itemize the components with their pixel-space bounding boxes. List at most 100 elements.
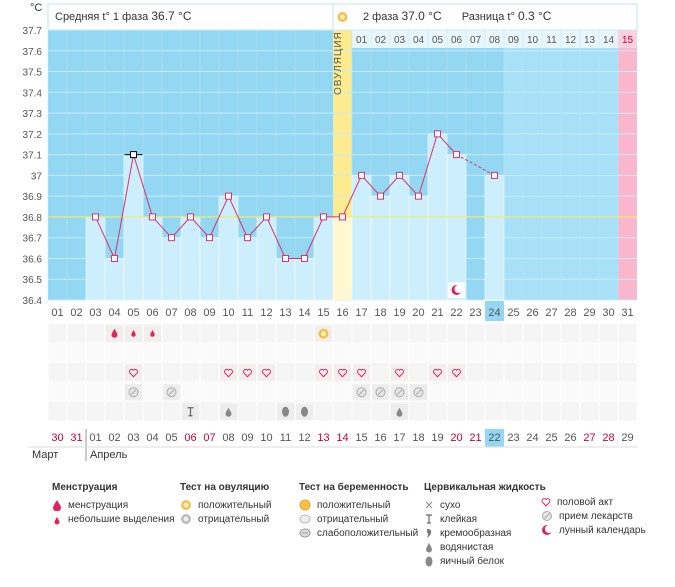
moon-icon — [542, 525, 553, 536]
temperature-point[interactable] — [453, 151, 460, 159]
temperature-point[interactable] — [301, 254, 308, 262]
temperature-point[interactable] — [187, 213, 194, 221]
temperature-bar — [142, 216, 163, 301]
calendar-date-label: 10 — [260, 432, 272, 444]
temperature-point[interactable] — [130, 151, 137, 159]
pill-line — [377, 389, 384, 396]
cycle-day-label: 20 — [412, 307, 424, 319]
legend-pregnancy-test: Тест на беременность положительный отриц… — [299, 482, 418, 541]
temperature-bar — [294, 258, 315, 301]
temperature-bar — [104, 258, 125, 301]
ovulation-sun-core — [340, 14, 345, 20]
pill-line — [130, 389, 137, 396]
legend-pregnancy-positive: положительный — [317, 500, 391, 511]
heart-icon — [338, 368, 347, 378]
cycle-day-label: 23 — [469, 307, 481, 319]
top-daynum-label: 12 — [565, 35, 577, 46]
cycle-day-label: 25 — [507, 307, 519, 319]
calendar-date-label: 29 — [621, 432, 633, 444]
temperature-point[interactable] — [92, 213, 99, 221]
temperature-point[interactable] — [149, 213, 156, 221]
heart-icon — [262, 368, 271, 378]
cycle-day-label: 18 — [374, 307, 386, 319]
pill-line — [168, 389, 175, 396]
calendar-date-label: 23 — [507, 432, 519, 444]
temperature-point[interactable] — [168, 234, 175, 242]
moon-cutout — [454, 285, 463, 293]
legend-medicine: прием лекарств — [559, 511, 633, 522]
temperature-point[interactable] — [244, 234, 251, 242]
legend-ovulation-title: Тест на овуляцию — [180, 482, 270, 493]
eggwhite-icon — [301, 406, 308, 417]
y-tick-label: 36.7 — [23, 234, 43, 245]
calendar-date-label: 20 — [450, 432, 462, 444]
temperature-point[interactable] — [320, 213, 327, 221]
temperature-point[interactable] — [282, 254, 289, 262]
temperature-bar — [313, 216, 334, 301]
y-tick-label: 36.4 — [23, 296, 43, 307]
heart-icon — [243, 368, 252, 378]
temperature-point[interactable] — [396, 171, 403, 179]
calendar-date-label: 12 — [298, 432, 310, 444]
calendar-date-label: 15 — [355, 432, 367, 444]
watery-icon — [396, 407, 403, 417]
temperature-bar — [237, 237, 258, 301]
temperature-point[interactable] — [358, 171, 365, 179]
phase2-summary: 2 фаза 37.0 °C Разница t° 0.3 °C — [363, 9, 551, 23]
top-daynum-label: 06 — [451, 35, 463, 46]
cycle-day-label: 10 — [222, 307, 234, 319]
phase2-label: 2 фаза — [363, 11, 399, 23]
calendar-date-label: 05 — [165, 432, 177, 444]
top-daynum-label: 11 — [546, 35, 557, 46]
legend-pregnancy-negative: отрицательный — [317, 514, 389, 525]
calendar-date-label: 14 — [336, 432, 348, 444]
ovulation-label: ОВУЛЯЦИЯ — [333, 31, 344, 95]
symbol-cell — [315, 364, 332, 381]
temperature-point[interactable] — [415, 192, 422, 200]
temperature-bar — [199, 237, 220, 301]
calendar-date-label: 27 — [583, 432, 595, 444]
symbol-cell — [353, 364, 370, 381]
heart-icon — [541, 498, 551, 508]
temperature-bar — [180, 216, 201, 301]
temperature-point[interactable] — [339, 213, 346, 221]
cycle-day-label: 17 — [355, 307, 367, 319]
creamy-icon — [427, 529, 432, 539]
menstruation-icon — [53, 500, 61, 512]
cycle-day-label: 12 — [260, 307, 272, 319]
legend-fluid-title: Цервикальная жидкость — [424, 482, 546, 493]
temperature-point[interactable] — [377, 192, 384, 200]
calendar-date-label: 19 — [431, 432, 443, 444]
top-daynum-label: 07 — [470, 35, 482, 46]
legend-fluid-creamy: кремообразная — [440, 528, 512, 539]
axis-unit: °C — [30, 2, 43, 14]
phase1-summary: Средняя t° 1 фаза 36.7 °C — [55, 9, 192, 23]
calendar-date-label: 03 — [127, 432, 139, 444]
temperature-point[interactable] — [491, 171, 498, 179]
cycle-day-label: 16 — [336, 307, 348, 319]
heart-icon — [357, 368, 366, 378]
pill-line — [396, 389, 403, 396]
temperature-point[interactable] — [263, 213, 270, 221]
cycle-day-label: 31 — [621, 307, 633, 319]
sticky-icon — [426, 514, 432, 524]
cycle-day-label: 28 — [564, 307, 576, 319]
symbol-cell — [239, 364, 256, 381]
temperature-point[interactable] — [434, 130, 441, 138]
calendar-date-label: 24 — [526, 432, 538, 444]
cycle-day-label: 27 — [545, 307, 557, 319]
symbol-cell — [258, 364, 275, 381]
temperature-bar — [484, 175, 505, 301]
calendar-date-label: 04 — [146, 432, 158, 444]
symbol-row — [48, 324, 637, 343]
temperature-point[interactable] — [111, 254, 118, 262]
temperature-point[interactable] — [206, 234, 213, 242]
top-daynum-label: 10 — [527, 35, 539, 46]
y-tick-label: 37.3 — [23, 109, 43, 120]
temperature-point[interactable] — [225, 192, 232, 200]
temperature-bar — [85, 216, 106, 301]
cycle-day-label: 04 — [108, 307, 120, 319]
cycle-day-label: 19 — [393, 307, 405, 319]
legend-lunar: лунный календарь — [559, 525, 646, 536]
